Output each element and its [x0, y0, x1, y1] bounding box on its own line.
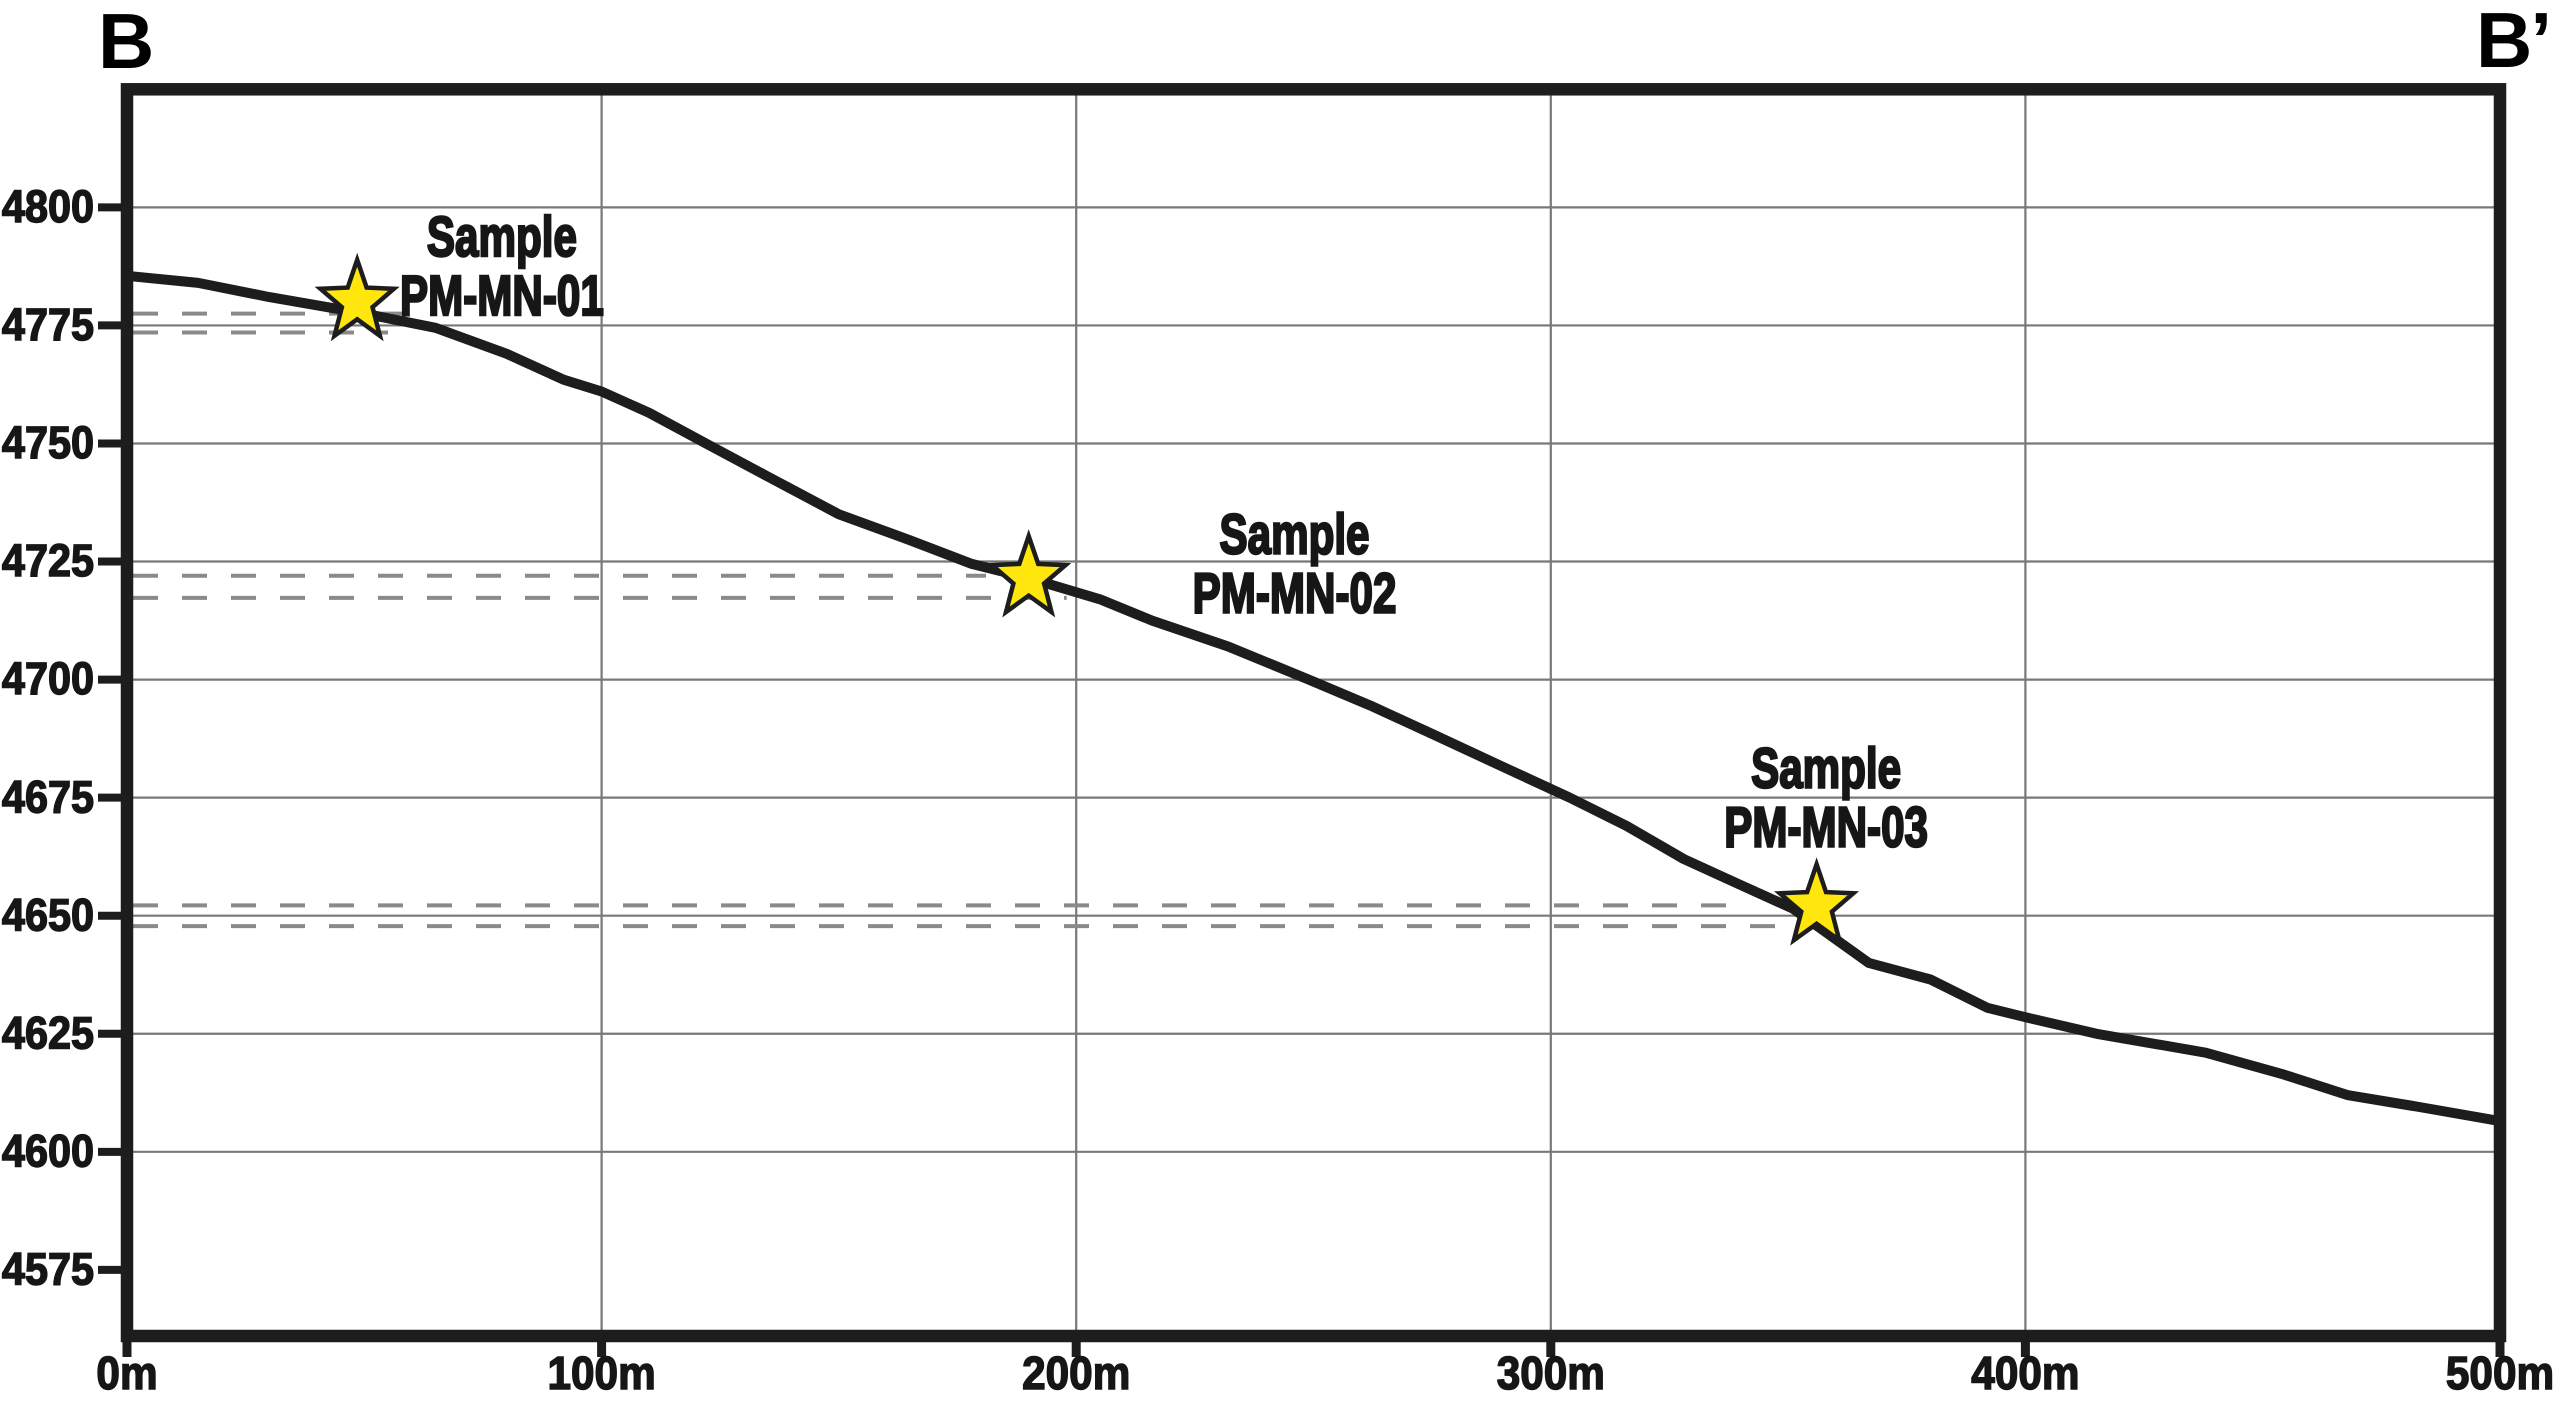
sample-labels: SamplePM-MN-01SamplePM-MN-02SamplePM-MN-…: [399, 204, 1929, 860]
sample-star: [1774, 857, 1860, 946]
y-axis-tick-label: 4675: [2, 773, 94, 823]
x-axis-tick-label-group: 0m: [96, 1348, 159, 1400]
x-axis-tick-label-group: 100m: [547, 1348, 657, 1400]
sample-depth-lines: [133, 311, 1779, 929]
y-axis-tick-label: 4600: [2, 1127, 94, 1177]
x-axis-tick-label: 100m: [547, 1349, 655, 1400]
y-axis-tick-label: 4725: [2, 537, 94, 587]
sample-stars: [314, 252, 1860, 946]
y-axis-tick-label: 4775: [2, 300, 94, 350]
y-axis-tick-label-group: 4575: [1, 1244, 95, 1295]
sample-label-line: PM-MN-01: [400, 264, 604, 328]
x-axis-tick-label: 200m: [1022, 1349, 1130, 1400]
y-axis-tick-label-group: 4600: [1, 1126, 95, 1177]
x-axis-tick-label: 300m: [1497, 1349, 1605, 1400]
y-axis-tick-label: 4700: [2, 655, 94, 705]
x-axis-tick-label-group: 300m: [1496, 1348, 1606, 1400]
x-axis-tick-label-group: 200m: [1021, 1348, 1131, 1400]
plot-border: [120, 83, 2507, 1343]
y-axis-tick-label-group: 4775: [1, 300, 95, 351]
sample-label-line: PM-MN-02: [1193, 562, 1397, 626]
sample-label-line: Sample: [1751, 736, 1901, 800]
y-axis-tick-label: 4800: [2, 182, 94, 232]
terrain-profile: [130, 271, 2494, 1126]
y-axis-tick-label: 4650: [2, 891, 94, 941]
axis-ticks: [98, 203, 2505, 1357]
sample-label-line: Sample: [427, 205, 577, 269]
section-start-label: B: [98, 0, 152, 85]
y-axis-tick-label: 4625: [2, 1009, 94, 1059]
y-axis-tick-label-group: 4700: [1, 654, 95, 705]
x-axis-tick-label: 0m: [96, 1349, 157, 1400]
x-axis-tick-label: 500m: [2446, 1349, 2554, 1400]
y-axis-tick-label-group: 4800: [1, 182, 95, 233]
y-axis-tick-label: 4750: [2, 419, 94, 469]
sample-star: [314, 252, 400, 342]
terrain-profile-line: [130, 271, 2494, 1126]
y-axis-tick-label-group: 4650: [1, 890, 95, 941]
y-axis-tick-label-group: 4675: [1, 772, 95, 823]
x-axis-tick-label: 400m: [1971, 1349, 2079, 1400]
sample-label-line: PM-MN-03: [1724, 795, 1928, 859]
plot-border-group: [120, 83, 2507, 1343]
y-axis-tick-label-group: 4725: [1, 536, 95, 587]
axis-tick-labels: 4800 4775 4750 4725 4700 4675 4650 4625 4600 4575…: [1, 182, 2555, 1401]
x-axis-tick-label-group: 400m: [1971, 1348, 2081, 1400]
sample-label-line: Sample: [1219, 503, 1369, 567]
section-end-label: B’: [2476, 0, 2550, 84]
x-axis-tick-label-group: 500m: [2445, 1348, 2555, 1400]
y-axis-tick-label-group: 4750: [1, 418, 95, 469]
sample-star: [986, 529, 1072, 618]
y-axis-tick-label-group: 4625: [1, 1008, 95, 1059]
y-axis-tick-label: 4575: [2, 1245, 94, 1295]
